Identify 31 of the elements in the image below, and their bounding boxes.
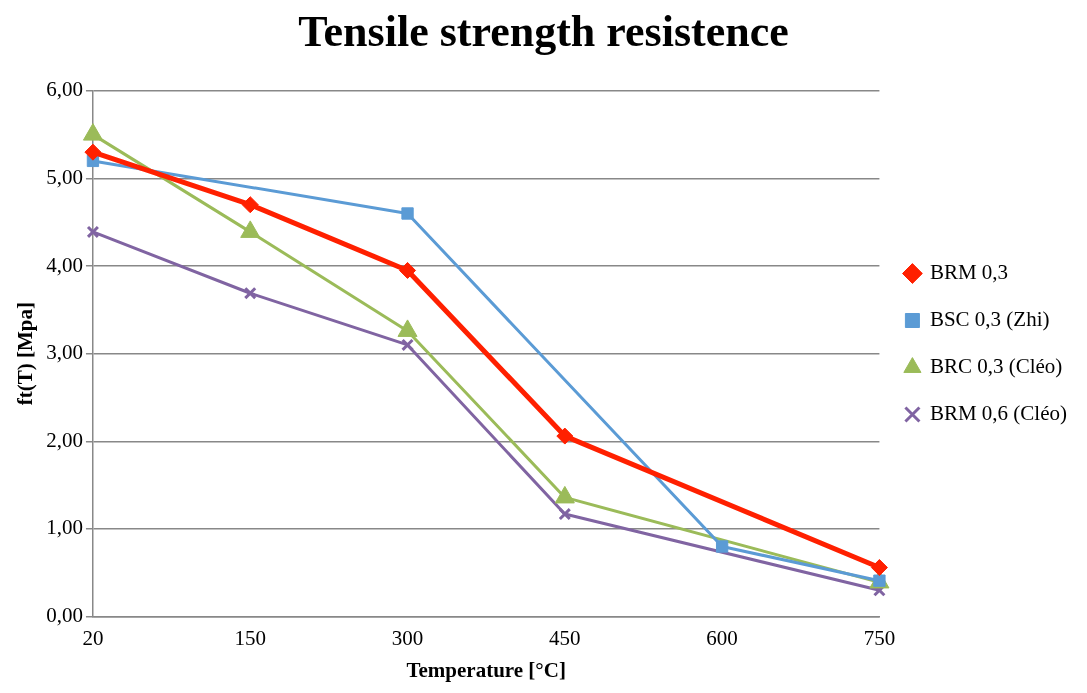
y-axis-title: ft(T) [Mpa] <box>13 302 38 406</box>
x-tick-label: 450 <box>549 625 581 650</box>
point <box>556 427 574 445</box>
legend-label: BSC 0,3 (Zhi) <box>929 307 1050 332</box>
y-tick-label: 2,00 <box>46 427 83 452</box>
x-tick-label: 300 <box>391 625 424 650</box>
x-tick-label: 150 <box>234 625 266 650</box>
point <box>399 261 417 279</box>
y-tick-label: 1,00 <box>46 515 83 540</box>
y-tick-label: 0,00 <box>46 603 83 628</box>
point <box>84 143 102 161</box>
y-tick-label: 4,00 <box>46 252 83 277</box>
point <box>243 286 257 300</box>
point <box>870 559 888 577</box>
x-tick-label: 750 <box>863 625 896 650</box>
x-tick-label: 600 <box>706 625 738 650</box>
point <box>558 507 572 521</box>
x-axis-title: Temperature [°C] <box>406 657 566 682</box>
point <box>401 338 414 352</box>
point <box>241 196 259 214</box>
chart-title: Tensile strength resistence <box>298 6 789 56</box>
x-tick-label: 20 <box>82 625 104 650</box>
y-tick-label: 3,00 <box>46 340 83 365</box>
legend-label: BRC 0,3 (Cléo) <box>929 354 1063 379</box>
point <box>86 225 100 239</box>
y-tick-label: 6,00 <box>46 77 83 102</box>
point <box>401 207 414 220</box>
legend-label: BRM 0,6 (Cléo) <box>929 401 1068 426</box>
legend-label: BRM 0,3 <box>929 260 1009 285</box>
y-tick-label: 5,00 <box>46 164 83 189</box>
point <box>715 540 729 553</box>
